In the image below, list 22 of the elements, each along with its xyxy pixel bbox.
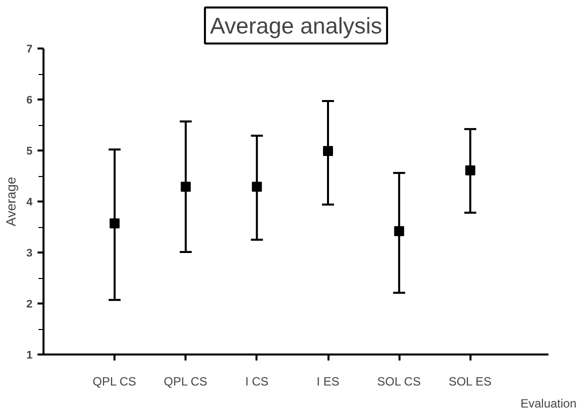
x-tick-label: I ES [316, 374, 340, 388]
point [180, 182, 191, 192]
y-tick-label: 3 [26, 248, 33, 260]
y-tick-label: 1 [26, 350, 33, 362]
point [252, 182, 262, 192]
y-tick-label: 7 [26, 44, 33, 56]
point [110, 218, 120, 228]
x-tick-label: QPL CS [164, 374, 208, 388]
y-tick-label: 6 [26, 94, 33, 106]
y-tick-label: 2 [26, 298, 33, 310]
y-axis-title: Average [3, 176, 18, 226]
point [465, 165, 476, 176]
x-tick-label: SOL ES [448, 374, 492, 388]
y-tick-label: 4 [26, 196, 34, 208]
chart-title: Average analysis [210, 12, 382, 38]
x-tick-label: QPL CS [92, 374, 136, 388]
point [394, 226, 404, 236]
point [323, 146, 334, 156]
y-tick-label: 5 [26, 146, 33, 158]
x-tick-label: I CS [245, 374, 269, 388]
x-axis-title: Evaluation [520, 396, 577, 410]
x-tick-label: SOL CS [377, 374, 421, 388]
